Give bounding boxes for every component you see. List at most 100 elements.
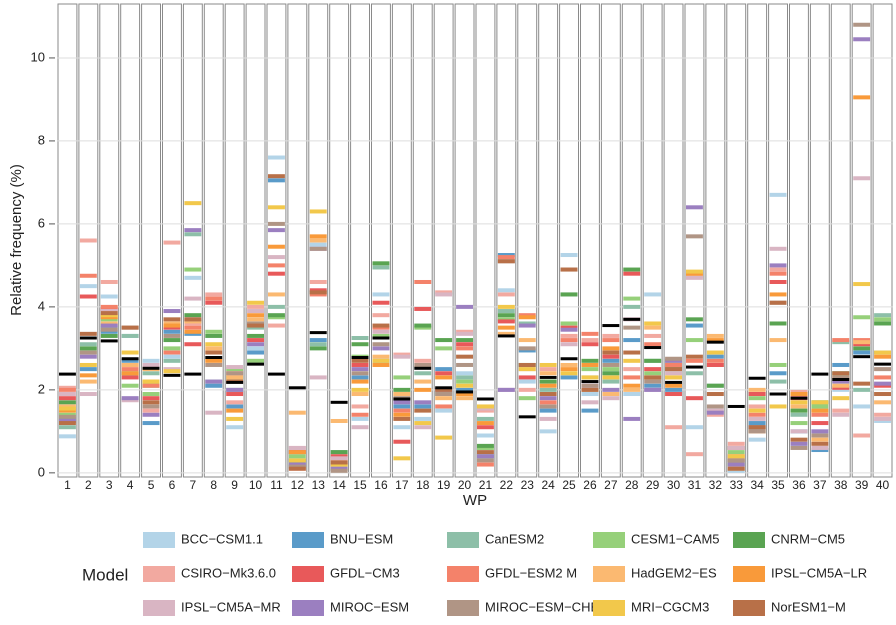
strip-box xyxy=(872,3,893,478)
legend-swatch xyxy=(143,566,175,582)
model-mark xyxy=(142,392,160,397)
model-mark xyxy=(59,425,76,430)
model-mark xyxy=(268,178,285,183)
model-mark xyxy=(853,342,871,347)
strip-box xyxy=(266,3,287,478)
model-mark xyxy=(121,371,139,376)
strip-box xyxy=(705,3,726,478)
strip-box xyxy=(203,3,224,478)
model-mark xyxy=(393,439,411,444)
model-mark xyxy=(309,209,327,214)
model-mark xyxy=(142,408,160,413)
model-mark xyxy=(330,456,348,461)
model-mark xyxy=(832,383,850,388)
model-mark xyxy=(268,304,285,309)
model-mark xyxy=(853,350,871,355)
model-mark xyxy=(581,408,599,413)
model-mark xyxy=(748,416,766,421)
model-mark xyxy=(79,379,97,384)
model-mark xyxy=(414,408,432,413)
legend-label: BCC−CSM1.1 xyxy=(181,531,263,546)
strip-box xyxy=(538,3,559,478)
model-mark xyxy=(748,412,766,417)
model-mark xyxy=(518,362,536,367)
model-mark xyxy=(623,375,641,380)
model-mark xyxy=(706,408,724,413)
model-mark xyxy=(602,375,620,380)
model-mark xyxy=(247,317,264,322)
model-mark xyxy=(706,354,724,359)
model-mark xyxy=(874,383,891,388)
model-mark xyxy=(288,466,306,471)
model-mark xyxy=(518,396,536,401)
model-mark xyxy=(853,338,871,343)
legend-label: HadGEM2−ES xyxy=(631,565,717,580)
y-tick-label: 2 xyxy=(38,381,45,396)
model-mark xyxy=(644,387,662,392)
model-mark xyxy=(497,331,515,336)
model-mark xyxy=(811,441,829,446)
model-mark xyxy=(477,462,494,467)
model-mark xyxy=(226,365,244,370)
model-mark xyxy=(100,315,118,320)
model-mark xyxy=(477,433,494,438)
model-mark xyxy=(435,338,453,343)
x-axis-title: WP xyxy=(463,492,487,509)
model-mark xyxy=(769,279,787,284)
model-mark xyxy=(59,400,76,405)
x-tick-label: 18 xyxy=(416,478,430,492)
model-mark xyxy=(121,333,139,338)
x-tick-label: 31 xyxy=(688,478,702,492)
model-mark xyxy=(727,441,745,446)
legend-label: MIROC−ESM xyxy=(330,599,409,614)
model-mark xyxy=(330,450,348,455)
model-mark xyxy=(351,404,369,409)
model-mark xyxy=(184,342,202,347)
strip-box xyxy=(475,3,496,478)
model-mark xyxy=(748,387,766,392)
strip-box xyxy=(287,3,308,478)
model-mark xyxy=(59,416,76,421)
model-mark xyxy=(247,358,264,363)
model-mark xyxy=(665,362,682,367)
model-mark xyxy=(874,317,891,322)
model-mark xyxy=(539,362,557,367)
strip-box xyxy=(412,3,433,478)
reference-mark xyxy=(727,404,745,408)
model-mark xyxy=(372,342,390,347)
model-mark xyxy=(602,358,620,363)
model-mark xyxy=(163,354,181,359)
model-mark xyxy=(121,383,139,388)
legend-label: CSIRO−Mk3.6.0 xyxy=(181,565,276,580)
model-mark xyxy=(832,396,850,401)
model-mark xyxy=(539,367,557,372)
model-mark xyxy=(414,325,432,330)
model-mark xyxy=(769,192,787,197)
x-tick-label: 19 xyxy=(437,478,451,492)
model-mark xyxy=(330,458,348,463)
model-mark xyxy=(100,313,118,318)
model-mark xyxy=(874,367,891,372)
model-mark xyxy=(518,367,536,372)
model-mark xyxy=(811,404,829,409)
legend-label: MIROC−ESM−CHEM xyxy=(485,599,610,614)
model-mark xyxy=(456,342,473,347)
model-mark xyxy=(539,416,557,421)
model-mark xyxy=(100,294,118,299)
model-mark xyxy=(602,379,620,384)
x-tick-label: 33 xyxy=(730,478,744,492)
model-mark xyxy=(644,321,662,326)
model-mark xyxy=(874,321,891,326)
strip-box xyxy=(642,3,663,478)
model-mark xyxy=(769,379,787,384)
model-mark xyxy=(226,400,244,405)
model-mark xyxy=(456,354,473,359)
legend-swatch xyxy=(143,600,175,616)
model-mark xyxy=(351,412,369,417)
model-mark xyxy=(163,240,181,245)
x-tick-label: 7 xyxy=(190,478,197,492)
model-mark xyxy=(184,329,202,334)
model-mark xyxy=(686,396,703,401)
model-mark xyxy=(268,244,285,249)
x-tick-label: 29 xyxy=(646,478,660,492)
